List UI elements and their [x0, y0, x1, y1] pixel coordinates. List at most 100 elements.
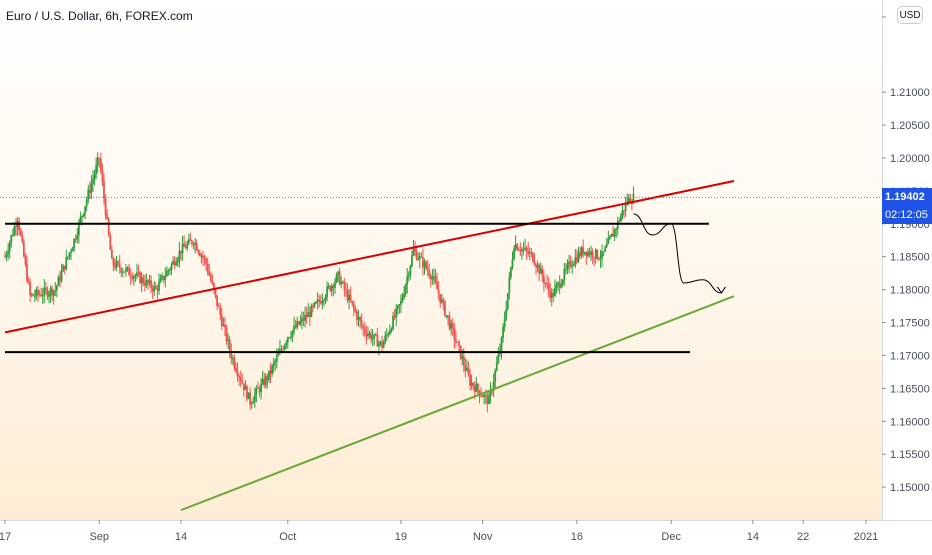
time-axis-ticks: 17 Sep 14 Oct 19 Nov 16 Dec 14 22 2021	[0, 520, 878, 543]
candle-body	[319, 301, 322, 304]
candle-body	[271, 365, 273, 374]
candle-body	[192, 244, 195, 246]
candle-body	[565, 268, 567, 270]
drawings[interactable]	[4, 180, 735, 512]
candle-body	[154, 285, 157, 289]
candle-body	[613, 229, 616, 237]
candle-body	[269, 370, 272, 374]
candle-body	[15, 226, 17, 228]
candle-body	[484, 394, 487, 396]
candle-body	[52, 290, 55, 296]
candle-body	[475, 384, 478, 392]
candle-body	[332, 285, 335, 288]
candle-body	[492, 381, 495, 391]
price-tick-label: 1.18000	[890, 285, 930, 297]
projection-path[interactable]	[633, 213, 722, 294]
candle-body	[76, 235, 79, 240]
candle-body	[274, 361, 277, 364]
candle-body	[184, 246, 187, 249]
candle-body	[299, 321, 302, 325]
candle-body	[572, 264, 575, 266]
candle-body	[409, 265, 412, 276]
candle-body	[151, 288, 154, 292]
candle-body	[488, 396, 490, 405]
candle-body	[594, 249, 597, 259]
candle-body	[143, 283, 146, 286]
candle-body	[315, 302, 317, 304]
candle-body	[400, 300, 402, 305]
price-tick-label: 1.20000	[890, 153, 930, 165]
candle-body	[73, 238, 76, 249]
candle-body	[337, 271, 339, 275]
candle-body	[341, 281, 344, 283]
candle-body	[561, 279, 564, 285]
candle-body	[117, 261, 120, 264]
candle-body	[277, 353, 280, 357]
candle-body	[87, 189, 90, 200]
price-axis[interactable]	[882, 0, 932, 550]
candle-body	[610, 234, 613, 237]
candle-body	[159, 278, 162, 283]
candle-body	[513, 248, 515, 260]
candle-body	[365, 332, 368, 337]
candle-body	[35, 289, 38, 296]
candle-body	[360, 320, 363, 326]
support-trendline[interactable]	[180, 295, 735, 512]
candle-body	[11, 234, 14, 236]
resistance-trendline[interactable]	[4, 180, 735, 334]
candle-body	[629, 197, 632, 204]
candle-body	[481, 395, 484, 398]
symbol-title: Euro / U.S. Dollar, 6h, FOREX.com	[6, 9, 193, 23]
candle-body	[109, 235, 112, 250]
candle-body	[381, 341, 383, 348]
candle-body	[261, 379, 264, 384]
candle-body	[7, 251, 10, 255]
candle-body	[335, 274, 338, 283]
candle-body	[252, 401, 255, 404]
candle-body	[62, 265, 65, 272]
candle-body	[448, 317, 451, 329]
candle-body	[250, 403, 253, 405]
candle-body	[401, 297, 404, 301]
candle-body	[290, 336, 292, 338]
candle-body	[241, 381, 244, 384]
candle-body	[497, 354, 500, 363]
candle-body	[63, 265, 66, 270]
candle-body	[21, 235, 24, 242]
candle-body	[147, 279, 149, 284]
price-tick-label: 1.17500	[890, 318, 930, 330]
time-axis[interactable]	[0, 520, 932, 550]
candle-body	[447, 315, 449, 318]
candle-body	[324, 296, 327, 301]
price-tick-label: 1.21000	[890, 87, 930, 99]
candle-body	[577, 252, 580, 262]
candle-body	[114, 265, 116, 268]
candle-body	[379, 341, 382, 344]
price-tick-label: 1.18500	[890, 252, 930, 264]
candle-body	[445, 315, 448, 317]
candle-body	[630, 203, 633, 205]
candle-body	[228, 339, 231, 351]
candle-body	[266, 376, 269, 381]
candle-body	[253, 394, 256, 402]
candle-body	[508, 277, 511, 294]
candle-body	[208, 271, 211, 276]
candle-body	[238, 376, 241, 378]
candle-body	[272, 363, 275, 366]
candles	[4, 152, 635, 413]
candle-body	[77, 222, 80, 236]
candle-body	[41, 295, 44, 297]
candle-body	[169, 269, 171, 271]
candle-body	[384, 335, 387, 343]
candle-body	[327, 286, 330, 288]
candle-body	[420, 256, 423, 258]
candle-body	[340, 282, 343, 285]
candle-body	[194, 242, 197, 245]
candle-body	[414, 248, 416, 251]
candle-body	[359, 317, 361, 321]
candle-body	[483, 394, 486, 398]
candle-body	[329, 286, 332, 291]
currency-button[interactable]: USD	[897, 6, 923, 24]
